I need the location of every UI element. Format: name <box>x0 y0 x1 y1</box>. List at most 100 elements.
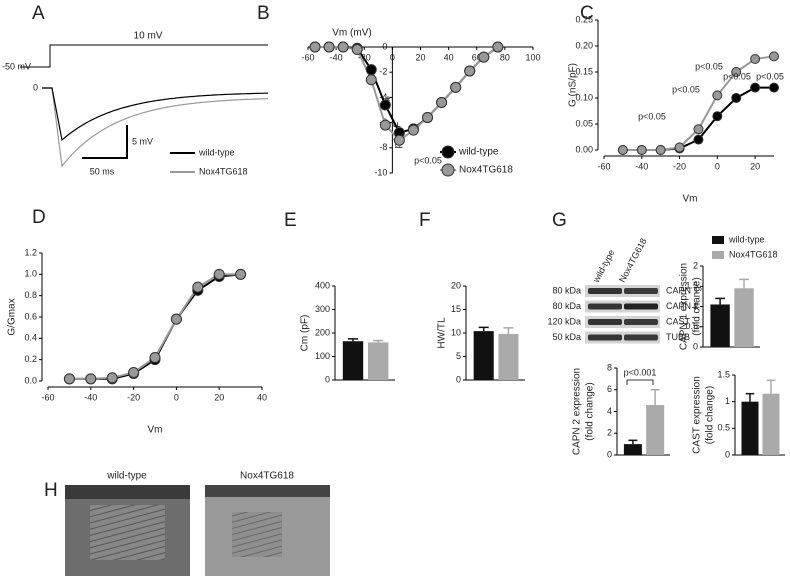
x-axis-label: Vm <box>683 194 698 205</box>
y-tick-label: 6 <box>607 384 612 394</box>
bar <box>368 342 389 380</box>
y-tick-label: -2 <box>379 67 387 77</box>
y-tick-label: 0.05 <box>575 118 593 128</box>
y-tick-label: 1.2 <box>24 247 37 257</box>
blot-band <box>624 303 658 310</box>
y-tick-label: -10 <box>374 167 387 177</box>
blot-protein-label: CAPN 2 <box>666 301 699 311</box>
annotation: p<0.05 <box>723 71 751 81</box>
bar <box>741 401 759 455</box>
y-axis-label: CAPN 2 expression <box>572 368 583 455</box>
y-tick-label: 0.10 <box>575 92 593 102</box>
bar <box>646 404 665 455</box>
legend-label: wild-type <box>728 234 765 244</box>
legend-swatch <box>712 236 724 244</box>
data-point <box>63 373 75 385</box>
y-tick-label: 0.8 <box>24 290 37 300</box>
y-tick-label: 0 <box>325 374 330 384</box>
x-tick-label: -60 <box>301 52 314 62</box>
current-trace <box>42 87 269 142</box>
blot-size-label: 50 kDa <box>552 332 581 342</box>
legend-label: Nox4TG618 <box>729 249 778 259</box>
legend-marker <box>441 145 455 159</box>
data-point <box>213 268 225 280</box>
panel-letter: F <box>419 210 431 231</box>
y-tick-label: 20 <box>451 280 461 290</box>
y-tick-label: 0 <box>607 449 612 459</box>
scale-y-label: 5 mV <box>132 136 153 146</box>
data-point <box>769 82 779 93</box>
x-axis-label: Vm (mV) <box>332 28 371 39</box>
blot-band <box>588 319 622 325</box>
y-axis-label: G (nS/pF) <box>568 63 579 107</box>
data-point <box>731 93 742 103</box>
y-axis-label: (fold change) <box>692 277 703 335</box>
data-point <box>712 111 723 122</box>
x-tick-label: -40 <box>84 392 97 402</box>
micrograph-label: Nox4TG618 <box>240 471 294 482</box>
y-tick-label: 8 <box>607 362 612 372</box>
micrograph-detail <box>205 485 330 497</box>
y-tick-label: 10 <box>451 327 461 337</box>
y-axis-label: G/Gmax <box>7 298 18 335</box>
blot-band <box>588 334 622 341</box>
y-tick-label: 400 <box>315 280 330 290</box>
y-tick-label: 0.15 <box>575 66 593 76</box>
blot-size-label: 120 kDa <box>547 316 581 326</box>
micrograph-detail <box>65 485 190 499</box>
y-tick-label: 0.25 <box>575 14 593 24</box>
blot-band <box>624 319 658 325</box>
data-point <box>731 67 742 77</box>
y-tick-label: 1 <box>725 396 730 406</box>
x-tick-label: 40 <box>257 392 267 402</box>
x-tick-label: 40 <box>444 52 454 62</box>
data-point <box>192 281 204 293</box>
data-point <box>379 99 391 111</box>
annotation: p<0.05 <box>695 61 723 71</box>
data-point <box>617 145 628 155</box>
data-point <box>464 65 476 77</box>
y-axis-label: HW/TL <box>437 317 448 349</box>
data-point <box>636 145 647 155</box>
bracket <box>626 379 654 385</box>
y-tick-label: 300 <box>315 304 330 314</box>
data-point <box>379 119 391 131</box>
data-point <box>407 124 419 136</box>
step-label: 10 mV <box>134 31 163 42</box>
blot-band <box>588 288 622 294</box>
data-point <box>149 352 161 364</box>
data-point <box>450 81 462 93</box>
data-point <box>393 134 405 146</box>
panel-letter: H <box>44 480 58 501</box>
y-axis-label: (fold change) <box>585 382 596 440</box>
blot-band <box>624 334 658 341</box>
x-tick-label: -40 <box>330 52 343 62</box>
scale-x-label: 50 ms <box>90 166 115 176</box>
data-point <box>128 366 140 378</box>
panel-letter: G <box>552 210 567 231</box>
annotation: * <box>385 93 391 109</box>
y-tick-label: 4 <box>607 406 612 416</box>
x-tick-label: -20 <box>673 161 686 171</box>
y-tick-label: 0.4 <box>24 333 37 343</box>
y-tick-label: 5 <box>456 351 461 361</box>
y-tick-label: 200 <box>315 327 330 337</box>
x-tick-label: 100 <box>525 52 540 62</box>
blot-protein-label: TUBB <box>666 332 690 342</box>
micrograph-detail <box>90 505 165 560</box>
data-point <box>750 54 761 64</box>
data-point <box>323 41 335 53</box>
blot-size-label: 80 kDa <box>552 285 581 295</box>
data-point <box>106 372 118 384</box>
annotation: p<0.001 <box>624 367 657 377</box>
annotation: p<0.05 <box>756 71 784 81</box>
y-tick-label: -4 <box>379 92 387 102</box>
x-tick-label: 80 <box>500 52 510 62</box>
x-tick-label: -20 <box>127 392 140 402</box>
x-tick-label: -60 <box>597 161 610 171</box>
y-tick-label: 0.5 <box>685 321 698 331</box>
data-point <box>712 90 723 101</box>
y-axis-label: CAPN 1 expression <box>679 263 690 350</box>
bar <box>498 333 519 380</box>
data-point <box>422 112 434 124</box>
